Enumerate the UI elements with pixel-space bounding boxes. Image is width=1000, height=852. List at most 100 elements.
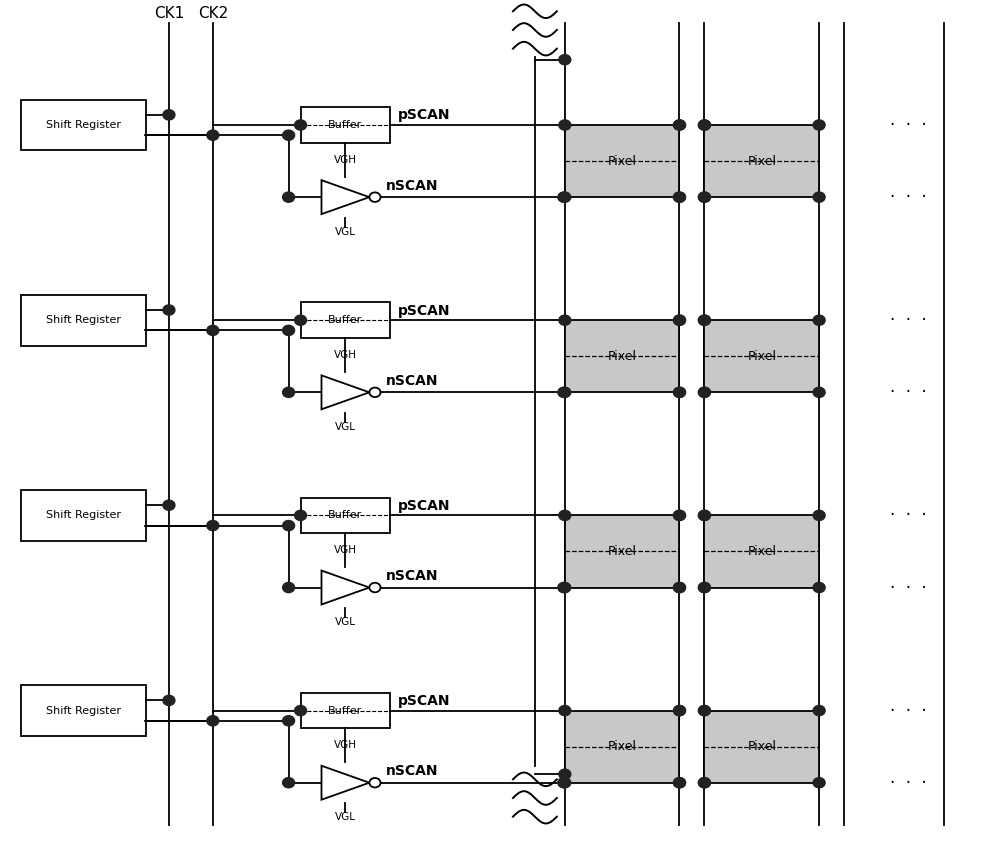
Circle shape — [698, 388, 710, 397]
Text: pSCAN: pSCAN — [398, 694, 451, 708]
Text: CK2: CK2 — [198, 6, 228, 20]
Text: Shift Register: Shift Register — [46, 705, 121, 716]
Circle shape — [163, 695, 175, 705]
Circle shape — [559, 769, 571, 780]
Bar — [704, 515, 819, 588]
Circle shape — [674, 315, 685, 325]
Circle shape — [295, 315, 307, 325]
Circle shape — [698, 192, 710, 202]
Circle shape — [559, 388, 571, 397]
Text: pSCAN: pSCAN — [398, 108, 451, 123]
Text: Pixel: Pixel — [747, 350, 776, 363]
Bar — [301, 107, 390, 143]
Text: pSCAN: pSCAN — [398, 303, 451, 318]
Circle shape — [698, 192, 710, 202]
Circle shape — [674, 388, 685, 397]
Circle shape — [674, 120, 685, 130]
Circle shape — [698, 583, 710, 593]
Bar — [565, 125, 679, 197]
Circle shape — [813, 120, 825, 130]
Circle shape — [698, 315, 710, 325]
Circle shape — [163, 305, 175, 315]
Circle shape — [283, 192, 295, 202]
Circle shape — [559, 778, 571, 788]
Circle shape — [674, 705, 685, 716]
Circle shape — [674, 192, 685, 202]
Text: VGH: VGH — [334, 155, 357, 164]
Bar — [565, 711, 679, 783]
Circle shape — [559, 192, 571, 202]
Circle shape — [674, 120, 685, 130]
Circle shape — [813, 583, 825, 593]
Circle shape — [813, 315, 825, 325]
Circle shape — [674, 315, 685, 325]
Circle shape — [674, 778, 685, 788]
Text: Shift Register: Shift Register — [46, 510, 121, 521]
Circle shape — [207, 716, 219, 726]
Circle shape — [813, 510, 825, 521]
Text: VGL: VGL — [335, 813, 356, 822]
Text: ·  ·  ·: · · · — [890, 579, 927, 596]
Circle shape — [698, 510, 710, 521]
Circle shape — [559, 510, 571, 521]
Circle shape — [674, 388, 685, 397]
Circle shape — [674, 510, 685, 521]
Circle shape — [207, 130, 219, 141]
Circle shape — [674, 583, 685, 593]
Circle shape — [295, 120, 307, 130]
Circle shape — [698, 510, 710, 521]
Circle shape — [698, 705, 710, 716]
Text: Shift Register: Shift Register — [46, 120, 121, 130]
Text: VGL: VGL — [335, 422, 356, 432]
Circle shape — [558, 388, 570, 397]
Text: VGH: VGH — [334, 545, 357, 556]
Text: Buffer: Buffer — [328, 315, 363, 325]
Circle shape — [559, 583, 571, 593]
Circle shape — [283, 716, 295, 726]
Text: nSCAN: nSCAN — [386, 374, 438, 389]
Circle shape — [558, 583, 570, 593]
Circle shape — [698, 388, 710, 397]
Circle shape — [207, 325, 219, 336]
Circle shape — [674, 705, 685, 716]
Circle shape — [698, 583, 710, 593]
Text: nSCAN: nSCAN — [386, 179, 438, 193]
Circle shape — [283, 388, 295, 397]
Text: Pixel: Pixel — [747, 740, 776, 753]
Circle shape — [698, 705, 710, 716]
Text: ·  ·  ·: · · · — [890, 311, 927, 329]
Circle shape — [559, 705, 571, 716]
Circle shape — [295, 510, 307, 521]
Text: Pixel: Pixel — [608, 545, 637, 558]
Text: VGL: VGL — [335, 227, 356, 237]
Text: Buffer: Buffer — [328, 120, 363, 130]
Bar — [301, 693, 390, 728]
Text: ·  ·  ·: · · · — [890, 506, 927, 524]
Circle shape — [698, 315, 710, 325]
Bar — [565, 515, 679, 588]
Bar — [21, 490, 146, 541]
Text: ·  ·  ·: · · · — [890, 383, 927, 401]
Circle shape — [558, 192, 570, 202]
Text: pSCAN: pSCAN — [398, 499, 451, 513]
Circle shape — [559, 120, 571, 130]
Text: VGH: VGH — [334, 740, 357, 751]
Circle shape — [163, 110, 175, 120]
Text: nSCAN: nSCAN — [386, 569, 438, 584]
Circle shape — [283, 325, 295, 336]
Text: ·  ·  ·: · · · — [890, 188, 927, 206]
Text: nSCAN: nSCAN — [386, 764, 438, 779]
Circle shape — [559, 55, 571, 65]
Text: ·  ·  ·: · · · — [890, 116, 927, 134]
Text: Shift Register: Shift Register — [46, 315, 121, 325]
Bar — [301, 302, 390, 338]
Text: Pixel: Pixel — [747, 545, 776, 558]
Circle shape — [698, 778, 710, 788]
Bar — [301, 498, 390, 533]
Circle shape — [698, 778, 710, 788]
Circle shape — [295, 705, 307, 716]
Text: Pixel: Pixel — [608, 350, 637, 363]
Bar — [704, 320, 819, 392]
Bar — [21, 295, 146, 346]
Text: ·  ·  ·: · · · — [890, 701, 927, 720]
